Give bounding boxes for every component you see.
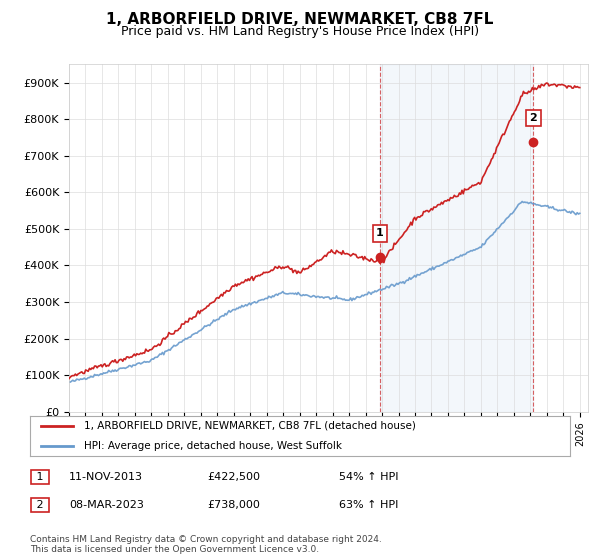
Text: Price paid vs. HM Land Registry's House Price Index (HPI): Price paid vs. HM Land Registry's House … [121, 25, 479, 38]
Text: 1, ARBORFIELD DRIVE, NEWMARKET, CB8 7FL: 1, ARBORFIELD DRIVE, NEWMARKET, CB8 7FL [106, 12, 494, 27]
Text: Contains HM Land Registry data © Crown copyright and database right 2024.
This d: Contains HM Land Registry data © Crown c… [30, 535, 382, 554]
Text: 1: 1 [376, 228, 384, 239]
Text: 2: 2 [33, 500, 47, 510]
Text: 1, ARBORFIELD DRIVE, NEWMARKET, CB8 7FL (detached house): 1, ARBORFIELD DRIVE, NEWMARKET, CB8 7FL … [84, 421, 416, 431]
Text: 1: 1 [33, 472, 47, 482]
Text: 2: 2 [529, 113, 537, 123]
Text: HPI: Average price, detached house, West Suffolk: HPI: Average price, detached house, West… [84, 441, 342, 451]
Bar [380, 64, 533, 412]
Text: 63% ↑ HPI: 63% ↑ HPI [339, 500, 398, 510]
Text: 54% ↑ HPI: 54% ↑ HPI [339, 472, 398, 482]
Text: 11-NOV-2013: 11-NOV-2013 [69, 472, 143, 482]
Text: 08-MAR-2023: 08-MAR-2023 [69, 500, 144, 510]
Text: £422,500: £422,500 [207, 472, 260, 482]
Text: £738,000: £738,000 [207, 500, 260, 510]
